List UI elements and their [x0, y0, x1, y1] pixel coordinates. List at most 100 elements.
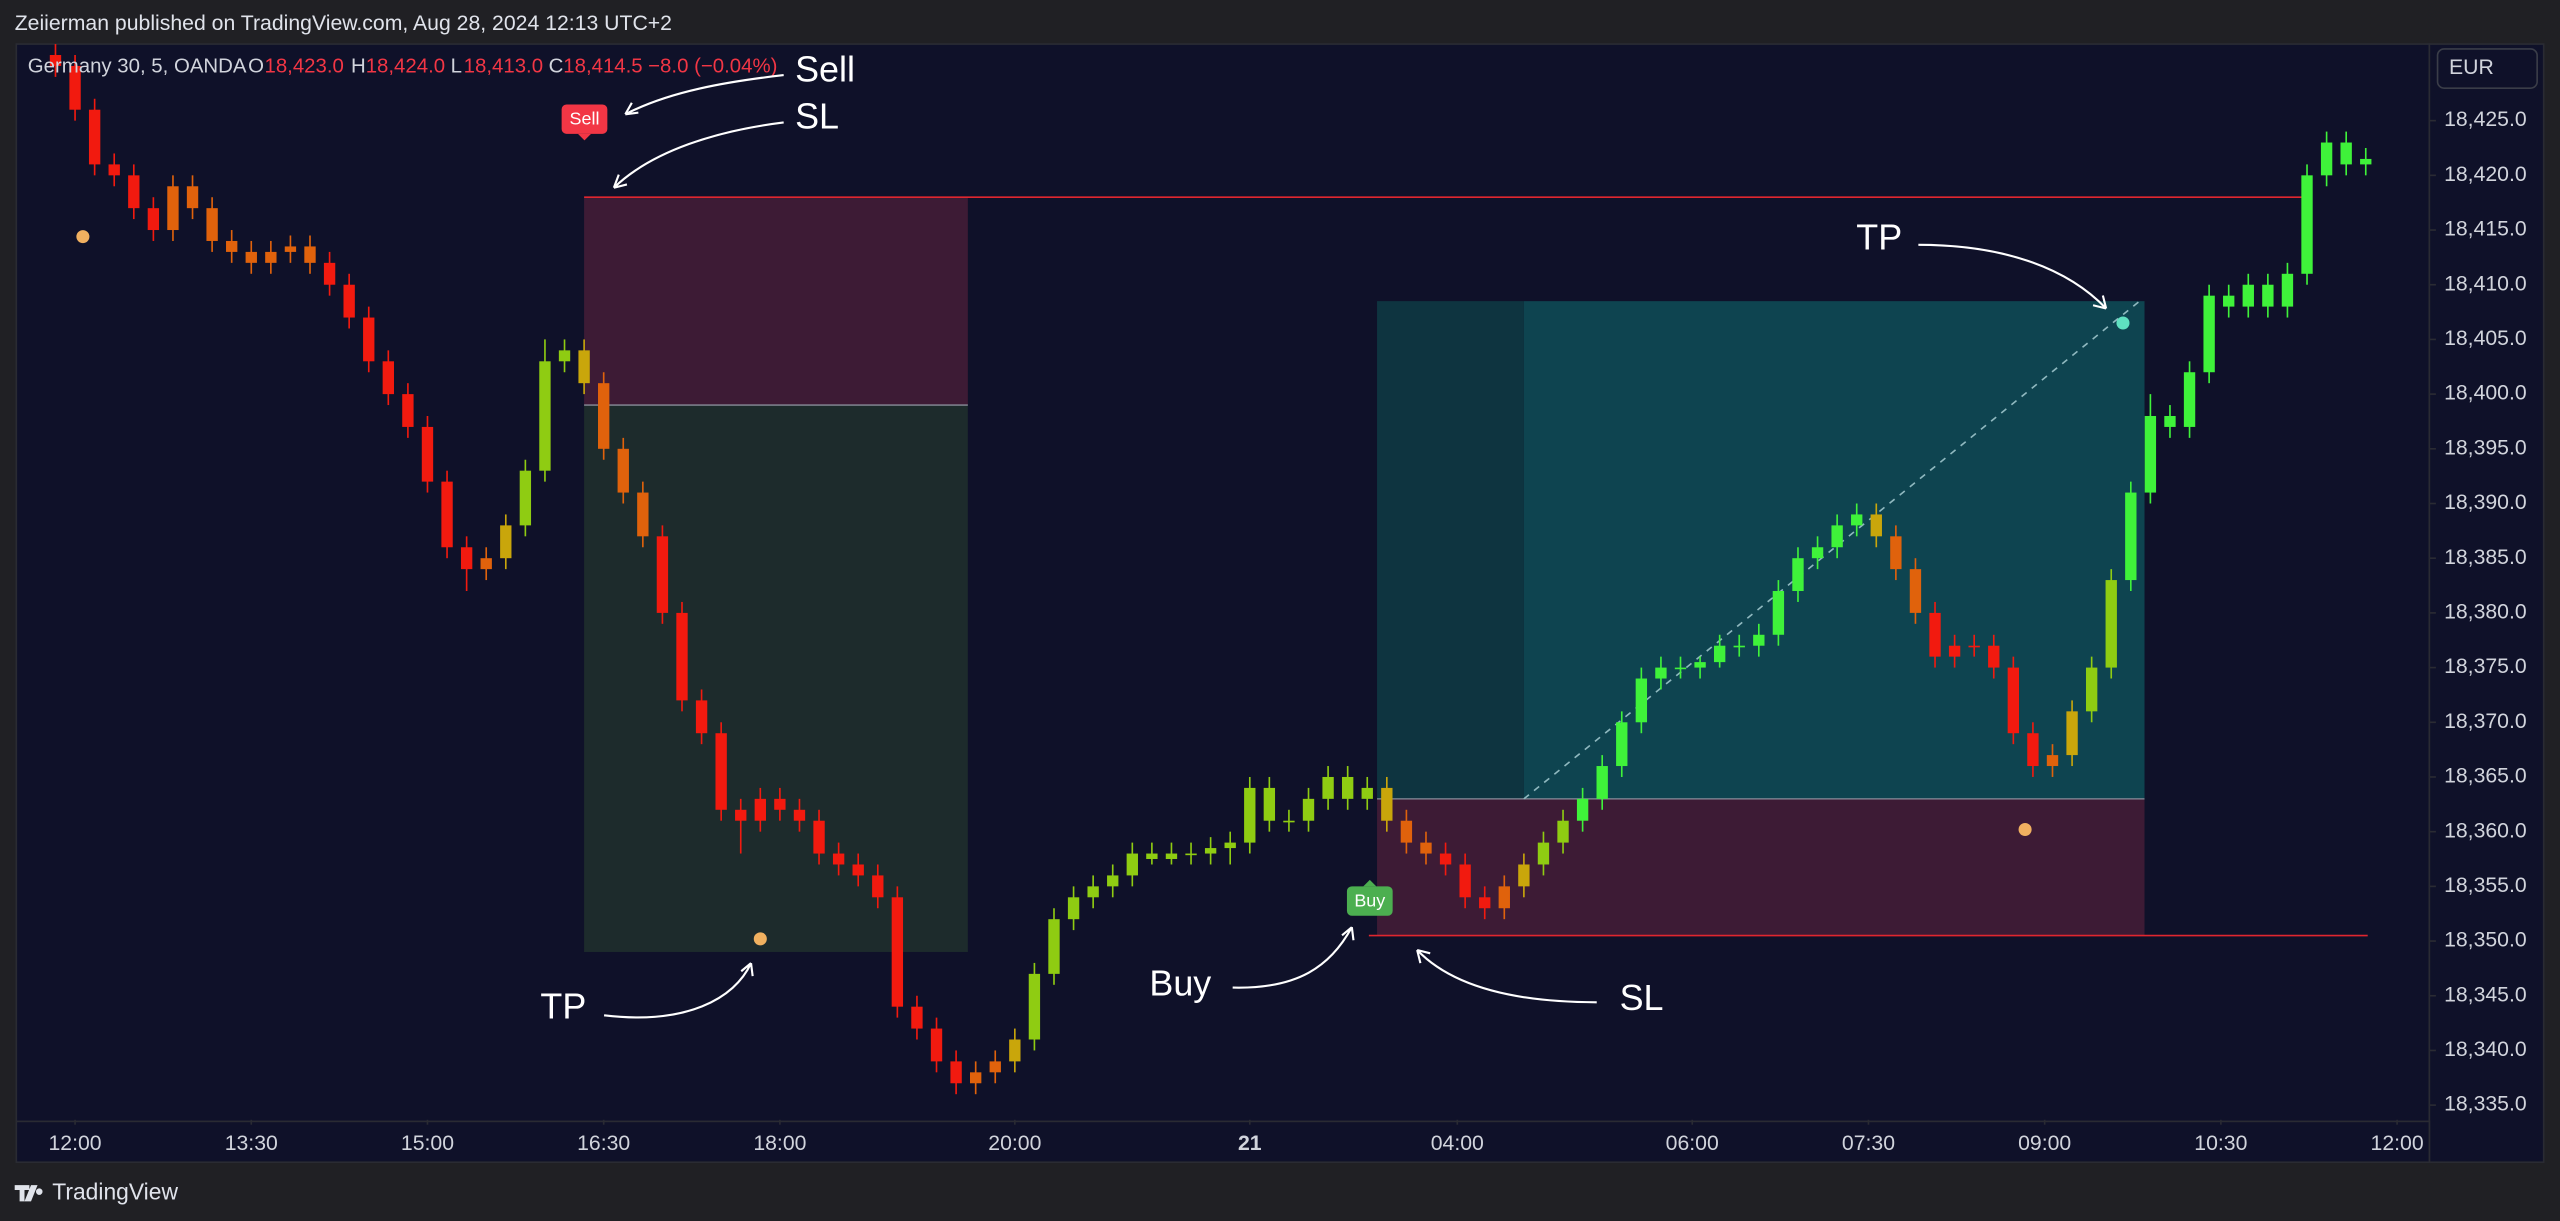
candle-body: [754, 798, 766, 821]
y-tick-label: 18,410.0: [2444, 272, 2527, 295]
candle-body: [128, 175, 140, 209]
y-tick-label: 18,375.0: [2444, 655, 2527, 678]
buy-badge-text: Buy: [1354, 891, 1385, 911]
candle-body: [343, 284, 355, 318]
candle-body: [1733, 645, 1745, 648]
brand: TradingView: [14, 1178, 178, 1204]
candle-body: [950, 1061, 962, 1084]
currency-button[interactable]: [2436, 48, 2538, 89]
arrow: [1232, 926, 1355, 989]
signal-dot: [2018, 822, 2032, 837]
x-tick-label: 07:30: [1842, 1132, 1895, 1155]
candle-body: [989, 1061, 1001, 1073]
annotations: Sell Buy Sell SL TP Buy SL TP: [540, 48, 2108, 1026]
candle-body: [226, 240, 238, 252]
x-tick-label: 12:00: [2371, 1132, 2424, 1155]
candle-body: [852, 864, 864, 876]
candle-body: [656, 536, 669, 613]
candle-body: [1831, 525, 1843, 548]
candle-body: [2046, 755, 2059, 767]
candle-body: [2281, 273, 2294, 307]
y-tick-label: 18,390.0: [2444, 491, 2527, 514]
open-label: O: [248, 55, 264, 77]
candle-body: [1165, 853, 1178, 860]
change: −8.0 (−0.04%): [648, 55, 777, 77]
y-tick-label: 18,365.0: [2444, 765, 2527, 788]
candle-body: [206, 208, 218, 241]
y-tick-label: 18,350.0: [2444, 929, 2527, 952]
pending-zone: [1377, 301, 1524, 799]
candle-body: [1968, 645, 1980, 648]
brand-name: TradingView: [52, 1178, 178, 1204]
y-tick-label: 18,335.0: [2444, 1093, 2527, 1116]
candle-body: [363, 317, 375, 362]
candle-body: [539, 361, 551, 471]
symbol: Germany 30, 5, OANDA: [28, 55, 247, 77]
y-tick-label: 18,415.0: [2444, 218, 2527, 241]
candle-body: [1674, 667, 1687, 670]
candle-body: [695, 700, 708, 734]
candle-body: [1694, 662, 1706, 668]
candle-body: [147, 208, 160, 231]
candle-body: [1988, 645, 2000, 668]
candle-body: [1361, 787, 1373, 799]
positions: [584, 196, 2368, 952]
candle-body: [382, 361, 394, 395]
candles: [49, 44, 2372, 1095]
x-tick-label: 04:00: [1431, 1132, 1484, 1155]
x-tick-label: 12:00: [49, 1132, 102, 1155]
candle-body: [2085, 667, 2098, 712]
candle-body: [1283, 820, 1295, 823]
candle-body: [49, 55, 62, 66]
candle-body: [2301, 175, 2313, 274]
arrow: [612, 121, 784, 189]
candle-body: [2242, 284, 2254, 307]
y-tick-label: 18,355.0: [2444, 874, 2527, 897]
x-tick-label: 13:30: [225, 1132, 278, 1155]
candle-body: [2027, 733, 2039, 767]
candle-body: [1498, 886, 1510, 909]
candle-body: [1400, 820, 1413, 843]
x-tick-label: 20:00: [988, 1132, 1041, 1155]
buy-sl-note: SL: [1620, 977, 1664, 1018]
x-tick-label: 18:00: [753, 1132, 806, 1155]
buy-badge-tip: [1363, 879, 1377, 887]
candle-body: [872, 875, 884, 898]
signal-dot: [753, 932, 767, 946]
candle-body: [813, 820, 825, 854]
x-tick-label: 15:00: [401, 1132, 454, 1155]
candle-body: [715, 733, 727, 810]
axes: 18,335.0 18,340.0 18,345.0 18,350.0 18,355.0…: [49, 108, 2527, 1155]
y-tick-label: 18,405.0: [2444, 327, 2527, 350]
candle-body: [969, 1072, 982, 1084]
legend: Germany 30, 5, OANDA O 18,423.0 H 18,424…: [28, 55, 778, 77]
candle-body: [1107, 875, 1119, 887]
buy-tp-note: TP: [1856, 216, 1902, 257]
loss-zone: [584, 197, 968, 406]
candle-body: [2320, 142, 2333, 176]
y-tick-label: 18,340.0: [2444, 1038, 2527, 1061]
candle-body: [1713, 645, 1726, 663]
candle-body: [1381, 787, 1393, 821]
candle-body: [1185, 853, 1197, 856]
y-tick-label: 18,360.0: [2444, 819, 2527, 842]
candle-body: [1146, 853, 1158, 860]
candle-body: [304, 246, 316, 263]
sell-tp-note: TP: [540, 985, 586, 1026]
y-tick-label: 18,345.0: [2444, 983, 2527, 1006]
candle-body: [284, 246, 297, 252]
y-tick-label: 18,385.0: [2444, 546, 2527, 569]
candle-body: [1459, 864, 1471, 898]
candle-body: [1439, 853, 1452, 865]
candle-body: [402, 394, 414, 427]
x-tick-label: 21: [1238, 1132, 1262, 1155]
candle-body: [1537, 842, 1550, 865]
candle-body: [1655, 667, 1667, 679]
markers: [76, 230, 2130, 946]
sell-note: Sell: [795, 48, 855, 89]
candle-body: [2340, 142, 2352, 165]
candle-body: [2203, 295, 2215, 373]
signal-dot: [76, 230, 90, 244]
candle-body: [1596, 766, 1608, 799]
y-tick-label: 18,370.0: [2444, 710, 2527, 733]
